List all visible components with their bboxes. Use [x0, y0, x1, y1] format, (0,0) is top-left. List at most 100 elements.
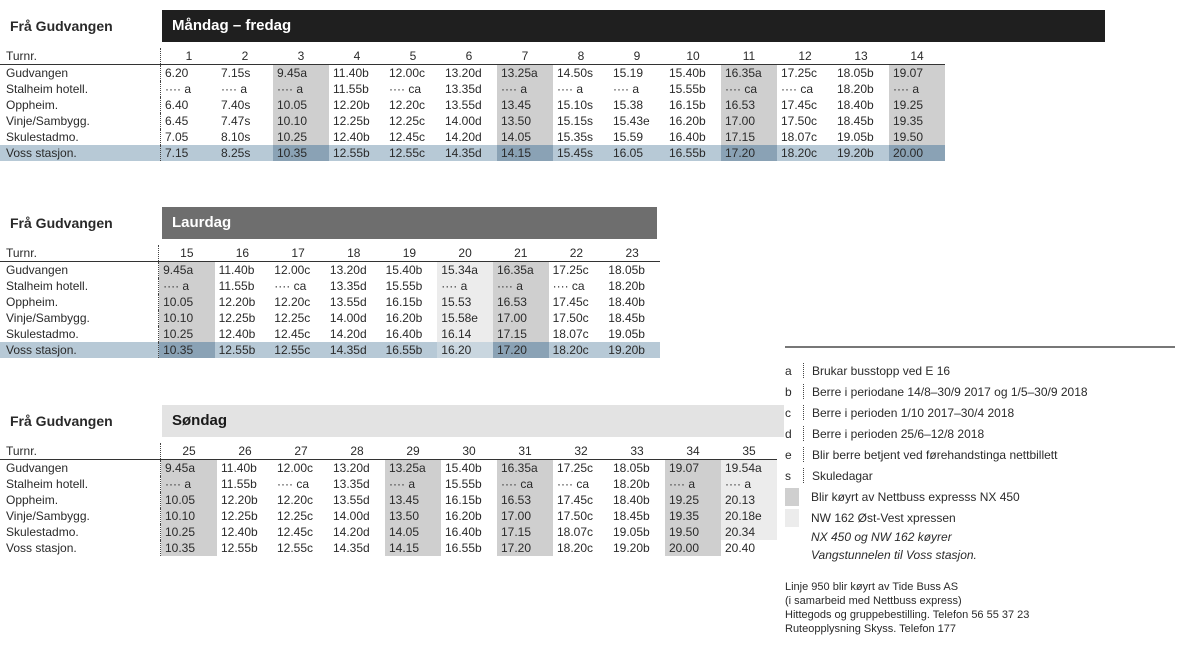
departure-time: 12.00c	[277, 461, 314, 475]
stop-name: Voss stasjon.	[0, 145, 161, 161]
departure-time: 17.25c	[552, 263, 589, 277]
departure-time: ···· ca	[781, 82, 813, 96]
legend-text: Berre i perioden 1/10 2017–30/4 2018	[812, 405, 1015, 420]
departure-time: 12.55b	[221, 541, 258, 555]
legend-text: Brukar busstopp ved E 16	[812, 363, 951, 378]
departure-time: 9.45a	[158, 261, 215, 278]
departure-time: 19.35	[889, 113, 945, 129]
legend-divider	[803, 405, 806, 420]
departure-time: 15.38	[613, 98, 644, 112]
trip-number: 23	[604, 245, 660, 262]
departure-time: 10.35	[273, 145, 329, 161]
departure-time: 14.35d	[325, 342, 382, 358]
departure-time: 12.00c	[274, 263, 311, 277]
table-row: Oppheim. 10.05 12.20b 12.20c 13.55d 16.15b 15.…	[0, 294, 660, 310]
departure-time: 12.40b	[218, 327, 256, 341]
departure-time: 16.15b	[445, 493, 482, 507]
departure-time: 17.15	[721, 129, 777, 145]
departure-time: 16.40b	[385, 327, 423, 341]
trip-number: 3	[273, 48, 329, 65]
departure-time: 15.53	[437, 294, 493, 310]
departure-time: 15.55b	[669, 82, 706, 96]
info-line: Hittegods og gruppebestilling. Telefon 5…	[785, 609, 1030, 621]
departure-time: 18.20c	[777, 145, 833, 161]
departure-time: 15.40b	[385, 263, 423, 277]
stop-name: Skulestadmo.	[0, 524, 161, 540]
timetable-grid: Turnr. 15 16 17 18 19 20 21 22 23 Gudvangen 9.45a 11…	[0, 245, 660, 358]
legend-item: e Blir berre betjent ved førehandstinga n…	[785, 444, 1175, 465]
stop-name: Skulestadmo.	[0, 129, 161, 145]
table-row: Voss stasjon. 10.35 12.55b 12.55c 14.35d 14.1…	[0, 540, 777, 556]
departure-time: 19.35	[665, 508, 721, 524]
departure-time: 15.43e	[613, 114, 650, 128]
from-label: Frå Gudvangen	[0, 10, 160, 42]
trip-number: 21	[492, 245, 549, 262]
departure-time: 10.35	[158, 342, 215, 358]
departure-time: 10.35	[160, 540, 217, 556]
trip-number: 22	[548, 245, 605, 262]
departure-time: 12.20b	[221, 493, 258, 507]
departure-time: 15.34a	[437, 261, 493, 278]
departure-time: 11.40b	[218, 263, 255, 277]
trip-number: 12	[777, 48, 833, 65]
operator-info: Linje 950 blir køyrt av Tide Buss AS (i s…	[785, 580, 1175, 636]
trip-number: 4	[329, 48, 385, 65]
departure-time: 13.20d	[329, 263, 367, 277]
departure-time: 13.55d	[329, 295, 367, 309]
departure-time: 17.45c	[552, 295, 589, 309]
departure-time: 8.25s	[217, 145, 273, 161]
departure-time: 12.40b	[221, 525, 258, 539]
departure-time: ···· a	[158, 278, 215, 294]
departure-time: 13.55d	[445, 98, 482, 112]
departure-time: 15.59	[613, 130, 644, 144]
trip-number: 26	[217, 443, 273, 460]
table-row: Voss stasjon. 10.35 12.55b 12.55c 14.35d 16.5…	[0, 342, 660, 358]
departure-time: 12.55c	[270, 342, 326, 358]
departure-time: 16.55b	[445, 541, 482, 555]
departure-time: 17.20	[492, 342, 549, 358]
departure-time: 11.40b	[333, 66, 369, 80]
color-swatch	[785, 487, 799, 506]
departure-time: 13.20d	[445, 66, 482, 80]
departure-time: 20.34	[721, 524, 777, 540]
legend-text: Blir berre betjent ved førehandstinga ne…	[812, 447, 1058, 462]
departure-time: 17.00	[492, 310, 549, 326]
info-line: Linje 950 blir køyrt av Tide Buss AS	[785, 581, 959, 593]
departure-time: 13.50	[497, 113, 553, 129]
departure-time: 12.20c	[277, 493, 314, 507]
departure-time: 13.35d	[333, 477, 370, 491]
trip-number: 14	[889, 48, 945, 65]
departure-time: 10.10	[160, 508, 217, 524]
departure-time: 19.07	[889, 64, 945, 81]
departure-time: 15.35s	[557, 130, 594, 144]
table-row: Gudvangen 6.20 7.15s 9.45a 11.40b 12.00c 13.20…	[0, 64, 945, 81]
departure-time: 10.05	[160, 492, 217, 508]
days-label: Måndag – fredag	[162, 10, 1105, 42]
header-row: Turnr. 15 16 17 18 19 20 21 22 23	[0, 245, 660, 262]
departure-time: 16.35a	[721, 64, 777, 81]
trip-number: 13	[833, 48, 889, 65]
departure-time: 18.07c	[552, 327, 589, 341]
departure-time: 17.25c	[781, 66, 818, 80]
departure-time: 17.50c	[557, 509, 594, 523]
departure-time: 19.05b	[613, 525, 650, 539]
departure-time: 20.18e	[721, 508, 777, 524]
departure-time: 17.00	[721, 113, 777, 129]
departure-time: 9.45a	[160, 459, 217, 476]
departure-time: 14.05	[497, 129, 553, 145]
departure-time: ···· a	[165, 82, 191, 96]
departure-time: 18.20c	[548, 342, 605, 358]
departure-time: 14.00d	[445, 114, 482, 128]
departure-time: 13.50	[385, 508, 441, 524]
departure-time: 16.35a	[497, 459, 553, 476]
departure-time: 16.40b	[669, 130, 706, 144]
stop-name: Oppheim.	[0, 294, 160, 310]
trip-number: 31	[497, 443, 553, 460]
departure-time: 18.40b	[608, 295, 645, 309]
trip-number: 16	[214, 245, 271, 262]
departure-time: ···· a	[497, 81, 553, 97]
table-row: Voss stasjon. 7.15 8.25s 10.35 12.55b 12.55c 1…	[0, 145, 945, 161]
departure-time: ···· a	[492, 278, 549, 294]
departure-time: 18.45b	[837, 114, 874, 128]
trip-number: 1	[160, 48, 217, 65]
